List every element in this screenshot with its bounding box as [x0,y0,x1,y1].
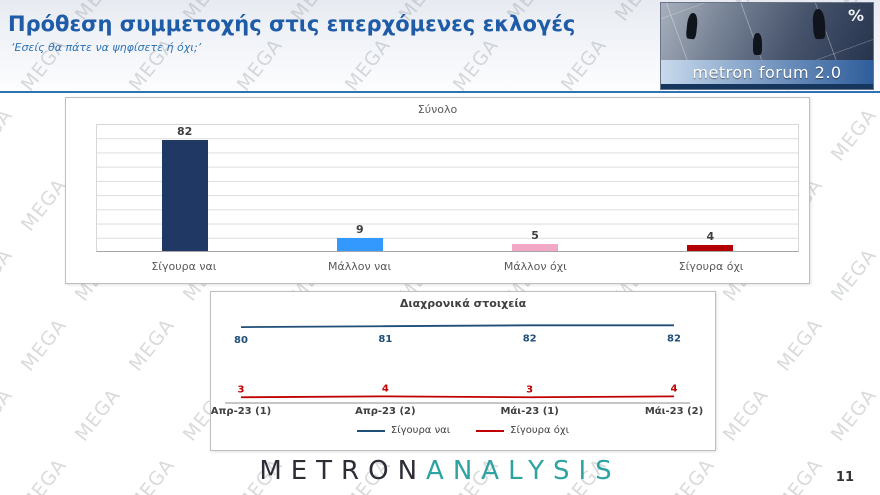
bar-category-label: Σίγουρα όχι [678,260,744,273]
watermark-text: MEGA [124,314,180,376]
line-value-label: 81 [378,334,392,345]
watermark-text: MEGA [826,244,880,306]
bar-chart-categories: Σίγουρα ναι Μάλλον ναι Μάλλον όχι Σίγουρα ό… [96,260,799,273]
bar-value-label: 5 [531,228,539,242]
bar-value-label: 4 [706,230,715,244]
watermark-text: MEGA [772,314,828,376]
line-value-label: 3 [526,384,533,395]
bar [512,243,559,251]
bar-category-label: Σίγουρα ναι [151,260,217,273]
bar [336,238,383,251]
percent-icon: % [847,6,864,25]
bar-chart-plot: 82 9 5 4 [96,124,799,252]
logo-base-bar [661,84,873,89]
metron-analysis-logo-metron: METRON [259,456,427,486]
bar-slot: 82 [97,125,272,251]
legend-line-swatch [476,429,505,432]
logo-person-silhouette [753,33,762,55]
watermark-text: MEGA [0,104,18,166]
watermark-text: MEGA [718,384,774,446]
watermark-text: MEGA [0,384,18,446]
page-title: Πρόθεση συμμετοχής στις επερχόμενες εκλο… [8,12,576,36]
page-number: 11 [835,470,854,485]
line-category-label: Μάι-23 (2) [644,406,704,417]
line-value-label: 3 [238,384,245,395]
legend-line-swatch [356,429,385,432]
watermark-text: MEGA [16,174,72,236]
legend-label: Σίγουρα όχι [510,425,570,436]
line-chart-panel: Διαχρονικά στοιχεία 80 81 82 82 3 4 3 4 Απρ-23 … [210,291,716,451]
bar [687,245,734,251]
watermark-text: MEGA [16,314,72,376]
bar-category-label: Μάλλον ναι [328,260,392,273]
line-value-label: 4 [671,383,678,394]
metron-forum-logo: % metron forum 2.0 [660,2,874,90]
line-value-label: 80 [234,335,248,346]
bar-category-label: Μάλλον όχι [503,260,567,273]
line-chart-plot: 80 81 82 82 3 4 3 4 [225,316,690,404]
line-category-label: Απρ-23 (2) [355,406,416,417]
line-chart-categories: Απρ-23 (1) Απρ-23 (2) Μάι-23 (1) Μάι-23 (2) [211,406,703,420]
page-subtitle: ‘Εσείς θα πάτε να ψηφίσετε ή όχι;’ [11,41,202,54]
line-series [240,324,674,329]
line-category-label: Μάι-23 (1) [500,406,559,417]
bar-slot: 4 [623,125,798,251]
watermark-text: MEGA [70,384,126,446]
line-value-label: 4 [382,383,389,394]
legend-item: Σίγουρα ναι [356,425,451,436]
bar-slot: 9 [272,125,447,251]
legend-item: Σίγουρα όχι [476,425,569,436]
header: Πρόθεση συμμετοχής στις επερχόμενες εκλο… [8,12,575,54]
bar-chart-panel: Σύνολο 82 9 5 4 Σίγουρα ναι Μάλλον ναι Μάλλον… [65,97,810,284]
line-category-label: Απρ-23 (1) [210,406,272,417]
legend-label: Σίγουρα ναι [390,425,451,436]
metron-analysis-logo: METRONANALYSIS [0,456,880,486]
watermark-text: MEGA [826,384,880,446]
bar-chart-title: Σύνολο [417,103,458,116]
line-chart-legend: Σίγουρα ναι Σίγουρα όχι [211,425,715,436]
metron-forum-logo-text: metron forum 2.0 [661,60,873,84]
watermark-text: MEGA [826,104,880,166]
watermark-text: MEGA [0,244,18,306]
bar [161,140,208,251]
line-series [240,395,675,399]
line-chart-title: Διαχρονικά στοιχεία [399,297,527,310]
header-divider [0,91,880,93]
bar-value-label: 82 [176,125,193,138]
metron-analysis-logo-analysis: ANALYSIS [426,456,621,486]
bar-slot: 5 [448,125,623,251]
line-value-label: 82 [667,333,681,344]
line-value-label: 82 [523,333,537,344]
bar-value-label: 9 [356,223,364,237]
